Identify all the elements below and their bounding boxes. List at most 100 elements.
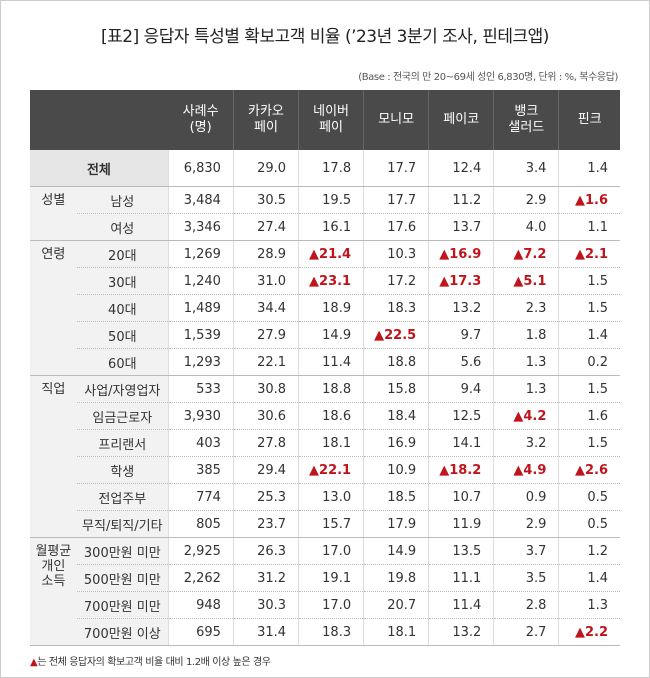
total-row: 전체 6,830 29.0 17.8 17.7 12.4 3.4 1.4 — [30, 150, 620, 187]
table-title: [표2] 응답자 특성별 확보고객 비율 (’23년 3분기 조사, 핀테크앱) — [101, 27, 549, 47]
table-cell: 948 — [167, 591, 234, 619]
table-cell: 805 — [167, 510, 234, 538]
table-cell: 3,484 — [167, 186, 234, 214]
footnote-text: 는 전체 응답자의 확보고객 비율 대비 1.2배 이상 높은 경우 — [37, 657, 271, 668]
table-row: 700만원 이상 695 31.4 18.3 18.1 13.2 2.7 ▲2.2 — [30, 618, 620, 646]
cell-value: 1.6 — [584, 192, 608, 208]
table-cell: ▲17.3 — [428, 267, 494, 295]
table-cell: 30.3 — [232, 591, 299, 619]
table-cell: 13.2 — [428, 294, 494, 322]
table-cell: ▲23.1 — [298, 267, 364, 295]
table-cell: 1,489 — [167, 294, 234, 322]
row-label: 여성 — [76, 213, 169, 241]
table-row: 전업주부 774 25.3 13.0 18.5 10.7 0.9 0.5 — [30, 483, 620, 511]
up-triangle-icon: ▲ — [574, 192, 585, 208]
table-cell: 11.9 — [428, 510, 494, 538]
base-note: (Base : 전국의 만 20~69세 성인 6,830명, 단위 : %, … — [358, 72, 618, 83]
table-cell: 26.3 — [232, 537, 299, 565]
up-triangle-icon: ▲ — [309, 273, 320, 289]
table-cell: 18.1 — [298, 429, 364, 457]
table-cell: 1.6 — [558, 402, 620, 430]
up-triangle-icon: ▲ — [574, 246, 585, 262]
table-cell: 1.5 — [558, 375, 620, 403]
row-label: 700만원 미만 — [76, 591, 169, 619]
table-cell: 1.5 — [558, 294, 620, 322]
table-cell: 695 — [167, 618, 234, 646]
column-header: 뱅크 샐러드 — [493, 90, 559, 150]
table-cell: 18.1 — [363, 618, 429, 646]
table-cell: 20.7 — [363, 591, 429, 619]
table-cell: 27.4 — [232, 213, 299, 241]
table-cell: 10.9 — [363, 456, 429, 484]
table-cell: ▲2.6 — [558, 456, 620, 484]
up-triangle-icon: ▲ — [513, 246, 524, 262]
table-row: 700만원 미만 948 30.3 17.0 20.7 11.4 2.8 1.3 — [30, 591, 620, 619]
row-label: 학생 — [76, 456, 169, 484]
cell-value: 17.3 — [449, 273, 482, 289]
table-cell: 1,269 — [167, 240, 234, 268]
table-row: 성별 남성 3,484 30.5 19.5 17.7 11.2 2.9 ▲1.6 — [30, 186, 620, 241]
table-cell: 27.8 — [232, 429, 299, 457]
table-cell: 1.3 — [493, 348, 559, 376]
table-cell: 19.8 — [363, 564, 429, 592]
table-cell: 3.5 — [493, 564, 559, 592]
cell-value: 4.9 — [523, 462, 547, 478]
table-cell: 14.1 — [428, 429, 494, 457]
table-cell: 22.1 — [232, 348, 299, 376]
row-label: 500만원 미만 — [76, 564, 169, 592]
table-cell: 18.3 — [298, 618, 364, 646]
table-cell: 3,930 — [167, 402, 234, 430]
data-table: 사례수 (명) 카카오 페이 네이버 페이 모니모 페이코 뱅크 샐러드 핀크 전체 6,83… — [30, 90, 620, 646]
table-cell: 19.1 — [298, 564, 364, 592]
cell-value: 2.6 — [584, 462, 608, 478]
row-label: 임금근로자 — [76, 402, 169, 430]
row-label: 남성 — [76, 186, 169, 214]
cell-value: 16.9 — [449, 246, 482, 262]
table-cell: ▲22.5 — [363, 321, 429, 349]
up-triangle-icon: ▲ — [309, 246, 320, 262]
header-corner — [30, 90, 169, 150]
row-label: 프리랜서 — [76, 429, 169, 457]
table-row: 월평균 개인 소득 300만원 미만 2,925 26.3 17.0 14.9 13.5 3.… — [30, 537, 620, 646]
up-triangle-icon: ▲ — [574, 462, 585, 478]
table-cell: 1.4 — [558, 321, 620, 349]
cell-value: 21.4 — [319, 246, 352, 262]
table-cell: 9.7 — [428, 321, 494, 349]
table-cell: 34.4 — [232, 294, 299, 322]
table-cell: 17.6 — [363, 213, 429, 241]
row-label: 30대 — [76, 267, 169, 295]
row-label: 사업/자영업자 — [76, 375, 169, 403]
table-cell: 17.2 — [363, 267, 429, 295]
table-cell: 3,346 — [167, 213, 234, 241]
table-cell: 31.4 — [232, 618, 299, 646]
row-label: 60대 — [76, 348, 169, 376]
table-cell: 1,539 — [167, 321, 234, 349]
column-header: 네이버 페이 — [298, 90, 364, 150]
cell-value: 23.1 — [319, 273, 352, 289]
table-cell: 11.2 — [428, 186, 494, 214]
up-triangle-icon: ▲ — [439, 462, 450, 478]
table-cell: 17.0 — [298, 591, 364, 619]
table-cell: 17.7 — [363, 186, 429, 214]
table-cell: 25.3 — [232, 483, 299, 511]
table-cell: 27.9 — [232, 321, 299, 349]
table-row: 직업 사업/자영업자 533 30.8 18.8 15.8 9.4 1.3 1.5 — [30, 375, 620, 538]
up-triangle-icon: ▲ — [30, 657, 38, 668]
table-cell: 31.0 — [232, 267, 299, 295]
table-cell: 2.9 — [493, 510, 559, 538]
table-row: 여성 3,346 27.4 16.1 17.6 13.7 4.0 1.1 — [30, 213, 620, 241]
group-label: 연령 — [30, 240, 77, 376]
group-label: 직업 — [30, 375, 77, 538]
table-cell: 18.8 — [363, 348, 429, 376]
up-triangle-icon: ▲ — [513, 273, 524, 289]
table-body: 전체 6,830 29.0 17.8 17.7 12.4 3.4 1.4 성별 남성 3,484 30… — [30, 150, 620, 646]
table-cell: ▲2.2 — [558, 618, 620, 646]
table-cell: 1.4 — [558, 564, 620, 592]
table-cell: 1.5 — [558, 267, 620, 295]
table-cell: 3.2 — [493, 429, 559, 457]
header-row: 사례수 (명) 카카오 페이 네이버 페이 모니모 페이코 뱅크 샐러드 핀크 — [30, 90, 620, 150]
table-cell: ▲4.2 — [493, 402, 559, 430]
table-cell: ▲4.9 — [493, 456, 559, 484]
footnote: ▲는 전체 응답자의 확보고객 비율 대비 1.2배 이상 높은 경우 — [30, 653, 271, 668]
table-row: 30대 1,240 31.0 ▲23.1 17.2 ▲17.3 ▲5.1 1.5 — [30, 267, 620, 295]
